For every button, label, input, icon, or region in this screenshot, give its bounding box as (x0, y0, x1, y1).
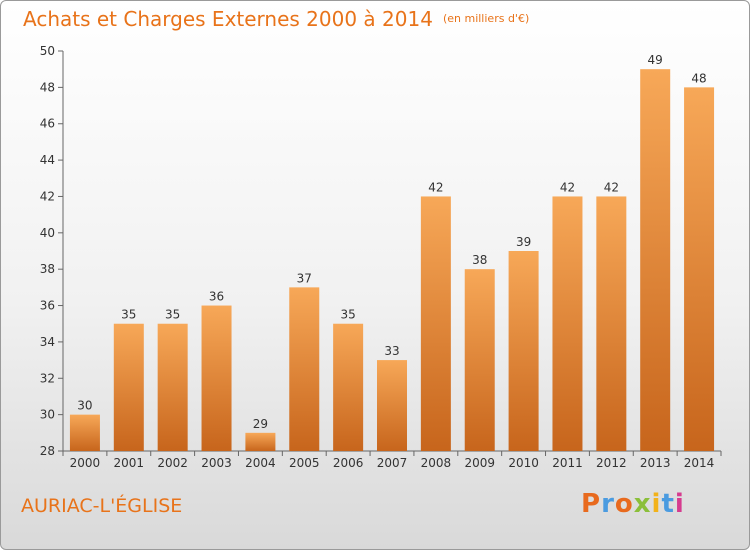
labels: 30 2000 35 2001 35 2002 36 2003 29 2004 37 2005 35 20… (70, 53, 715, 470)
bars (69, 69, 715, 451)
value-label: 37 (297, 271, 312, 285)
bar (420, 196, 451, 451)
logo-letter: i (674, 489, 685, 519)
x-tick-label: 2010 (508, 456, 539, 470)
chart-title-text: Achats et Charges Externes 2000 à 2014 (23, 7, 433, 31)
value-label: 29 (253, 417, 268, 431)
logo-letter: i (651, 489, 662, 519)
y-tick-label: 40 (40, 226, 55, 240)
bar (69, 414, 100, 451)
logo-letter: r (601, 489, 615, 519)
x-tick-label: 2004 (245, 456, 276, 470)
bar (201, 305, 232, 451)
unit-label: (en milliers d'€) (442, 12, 530, 25)
y-tick-label: 28 (40, 444, 55, 458)
x-tick-label: 2013 (640, 456, 671, 470)
chart-title: Achats et Charges Externes 2000 à 2014 (e… (23, 7, 529, 31)
bar (640, 69, 671, 451)
bar (245, 432, 276, 451)
proxiti-logo[interactable]: Proxiti (581, 489, 685, 519)
value-label: 35 (165, 308, 180, 322)
bar (464, 269, 495, 451)
value-label: 33 (384, 344, 399, 358)
logo-letter: x (633, 489, 652, 519)
value-label: 39 (516, 235, 531, 249)
logo-letter: t (661, 489, 675, 519)
value-label: 30 (77, 399, 92, 413)
value-label: 35 (121, 308, 136, 322)
value-label: 42 (604, 180, 619, 194)
value-label: 38 (472, 253, 487, 267)
x-tick-label: 2000 (70, 456, 101, 470)
y-tick-label: 38 (40, 262, 55, 276)
y-tick-label: 36 (40, 299, 55, 313)
y-tick-label: 46 (40, 117, 55, 131)
logo-letter: o (614, 489, 634, 519)
x-tick-label: 2003 (201, 456, 232, 470)
x-tick-label: 2005 (289, 456, 320, 470)
value-label: 42 (560, 180, 575, 194)
x-tick-label: 2006 (333, 456, 364, 470)
bar (508, 251, 539, 451)
bar (157, 323, 188, 451)
bar (113, 323, 144, 451)
y-tick-label: 32 (40, 371, 55, 385)
x-tick-label: 2011 (552, 456, 583, 470)
bar (684, 87, 715, 451)
axes: 28 30 32 34 36 38 40 42 44 46 48 50 (40, 44, 722, 458)
y-tick-label: 44 (40, 153, 55, 167)
x-tick-label: 2014 (684, 456, 715, 470)
place-name: AURIAC-L'ÉGLISE (21, 495, 183, 517)
x-tick-label: 2002 (157, 456, 188, 470)
y-tick-label: 50 (40, 44, 55, 58)
value-label: 48 (691, 71, 706, 85)
logo-letter: P (581, 489, 602, 519)
bar (289, 287, 320, 451)
value-label: 35 (340, 308, 355, 322)
x-tick-label: 2007 (377, 456, 408, 470)
value-label: 49 (648, 53, 663, 67)
bar (377, 360, 407, 451)
x-tick-label: 2001 (114, 456, 145, 470)
bar (333, 323, 364, 451)
bar (552, 196, 583, 451)
y-tick-label: 48 (40, 80, 55, 94)
value-label: 42 (428, 180, 443, 194)
x-tick-label: 2008 (421, 456, 452, 470)
y-tick-label: 42 (40, 189, 55, 203)
value-label: 36 (209, 290, 224, 304)
x-tick-label: 2009 (464, 456, 495, 470)
bar (596, 196, 627, 451)
y-tick-label: 30 (40, 408, 55, 422)
y-tick-label: 34 (40, 335, 55, 349)
x-tick-label: 2012 (596, 456, 627, 470)
